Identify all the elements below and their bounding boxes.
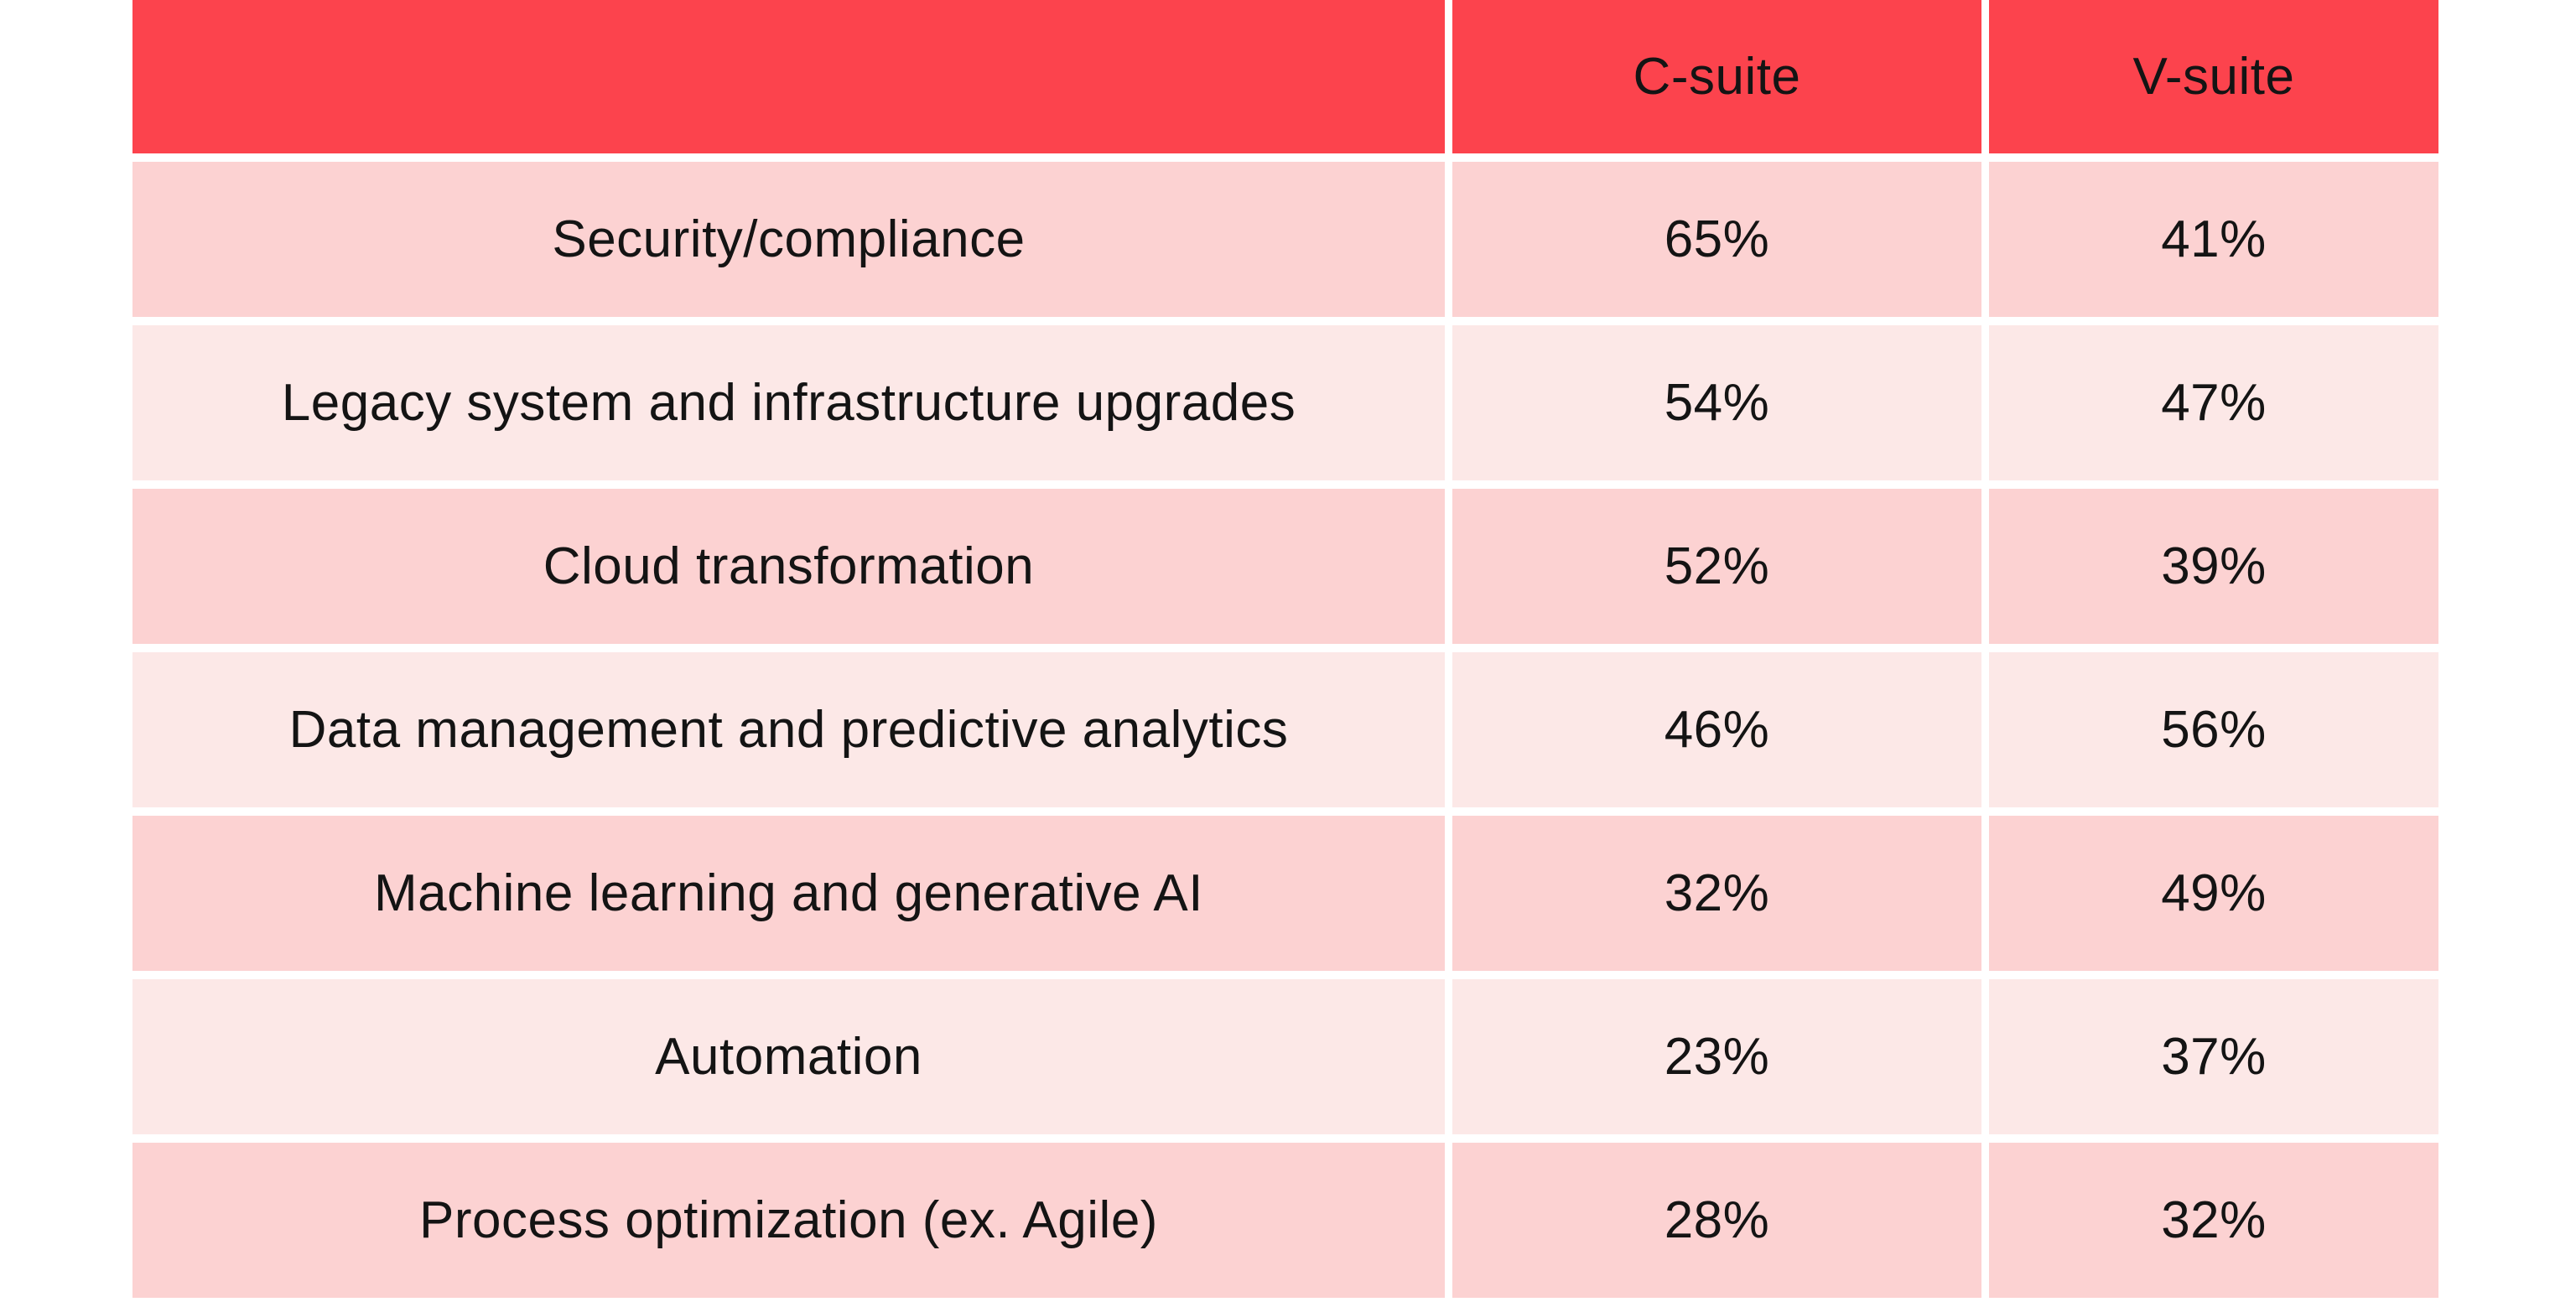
v-suite-value-cell: 56%	[1989, 652, 2438, 807]
v-suite-value-cell: 49%	[1989, 816, 2438, 971]
v-suite-value-cell: 41%	[1989, 162, 2438, 317]
header-cell-empty	[132, 0, 1445, 153]
row-label-cell: Process optimization (ex. Agile)	[132, 1143, 1445, 1298]
row-label-cell: Machine learning and generative AI	[132, 816, 1445, 971]
header-cell-c-suite: C-suite	[1452, 0, 1981, 153]
v-suite-value-cell: 47%	[1989, 325, 2438, 480]
row-label-cell: Automation	[132, 979, 1445, 1134]
c-suite-value-cell: 54%	[1452, 325, 1981, 480]
header-cell-v-suite: V-suite	[1989, 0, 2438, 153]
c-suite-value-cell: 32%	[1452, 816, 1981, 971]
row-label-cell: Legacy system and infrastructure upgrade…	[132, 325, 1445, 480]
v-suite-value-cell: 32%	[1989, 1143, 2438, 1298]
v-suite-value-cell: 37%	[1989, 979, 2438, 1134]
v-suite-value-cell: 39%	[1989, 489, 2438, 644]
c-suite-value-cell: 65%	[1452, 162, 1981, 317]
row-label-cell: Cloud transformation	[132, 489, 1445, 644]
row-label-cell: Data management and predictive analytics	[132, 652, 1445, 807]
c-suite-value-cell: 23%	[1452, 979, 1981, 1134]
c-suite-value-cell: 46%	[1452, 652, 1981, 807]
c-suite-value-cell: 52%	[1452, 489, 1981, 644]
row-label-cell: Security/compliance	[132, 162, 1445, 317]
priorities-comparison-table: C-suite V-suite Security/compliance 65% …	[132, 0, 2438, 1298]
c-suite-value-cell: 28%	[1452, 1143, 1981, 1298]
